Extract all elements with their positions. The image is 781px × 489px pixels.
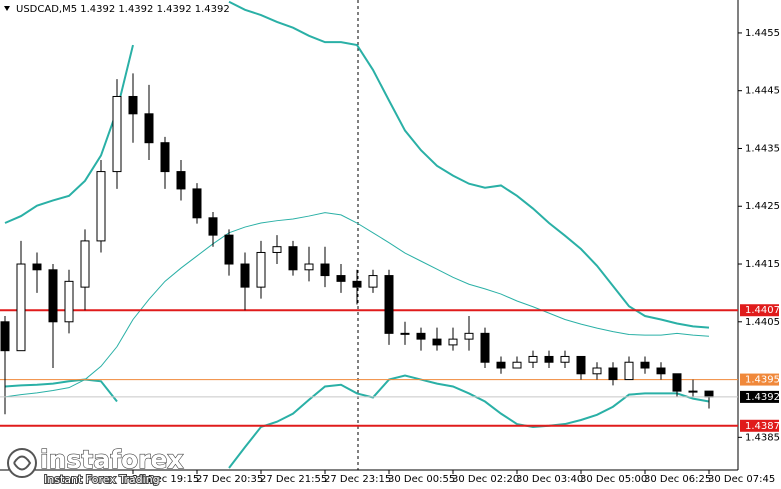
y-tick-label: 1.4385: [745, 432, 780, 443]
candle-body: [0, 321, 10, 352]
candle-body: [432, 338, 442, 346]
candle-body: [576, 355, 586, 375]
candle-body: [528, 355, 538, 363]
candle-body: [464, 332, 474, 340]
band-lower: [4, 374, 710, 469]
candle-body: [176, 171, 186, 190]
candle-body: [16, 263, 26, 352]
candle-body: [672, 373, 682, 392]
candle-body: [240, 263, 250, 288]
candle-body: [256, 251, 266, 288]
x-tick-label: 30 Dec 00:55: [388, 474, 455, 485]
candle-body: [448, 338, 458, 346]
x-tick-label: 27 Dec 23:15: [324, 474, 391, 485]
level-tag: [740, 419, 779, 432]
x-tick-label: 30 Dec 02:20: [452, 474, 519, 485]
candle-body: [112, 95, 122, 173]
level-label: 1.4395: [745, 375, 780, 386]
candle-body: [688, 390, 698, 393]
candle-body: [320, 263, 330, 277]
candle-body: [304, 263, 314, 271]
candle-body: [32, 263, 42, 271]
level-tag: [740, 304, 779, 317]
watermark-logo-mark: [13, 455, 32, 471]
candle-body: [128, 95, 138, 115]
candle-body: [144, 113, 154, 144]
candle-body: [656, 367, 666, 375]
candle-body: [624, 361, 634, 381]
candle-body: [272, 246, 282, 253]
candle-body: [416, 332, 426, 340]
price-tag: [740, 390, 779, 403]
candle-body: [400, 332, 410, 335]
candle-body: [336, 275, 346, 282]
candle-body: [384, 275, 394, 334]
candle-body: [80, 240, 90, 288]
plot-area: [0, 0, 738, 469]
candle-body: [704, 390, 714, 398]
price-label: 1.4392: [745, 392, 780, 403]
title-icon: [4, 6, 10, 11]
candle-body: [608, 367, 618, 381]
watermark-brand: instaforex: [40, 445, 184, 474]
candle-body: [160, 142, 170, 173]
y-tick-label: 1.4425: [745, 201, 780, 212]
candle-body: [48, 269, 58, 323]
watermark-tagline: Instant Forex Trading: [44, 473, 160, 486]
y-tick-label: 1.4405: [745, 317, 780, 328]
candle-body: [544, 355, 554, 363]
watermark-logo: [7, 448, 37, 478]
candle-body: [64, 280, 74, 323]
candle-body: [96, 171, 106, 242]
candle-body: [208, 217, 218, 236]
candle-body: [368, 275, 378, 288]
candle-body: [512, 361, 522, 369]
y-tick-label: 1.4455: [745, 28, 780, 39]
candle-body: [640, 361, 650, 369]
x-tick-label: 30 Dec 06:25: [644, 474, 711, 485]
x-tick-label: 27 Dec 19:15: [132, 474, 199, 485]
chart-title: USDCAD,M5 1.4392 1.4392 1.4392 1.4392: [16, 4, 230, 15]
x-tick-label: 30 Dec 05:00: [580, 474, 647, 485]
candle-body: [192, 188, 202, 219]
level-label: 1.4407: [745, 305, 780, 316]
level-tag: [740, 373, 779, 386]
watermark: instaforex Instant Forex Trading: [7, 444, 184, 487]
candle-body: [352, 280, 362, 288]
y-tick-label: 1.4445: [745, 86, 780, 97]
y-tick-label: 1.4435: [745, 143, 780, 154]
y-tick-label: 1.4415: [745, 259, 780, 270]
band-middle: [4, 212, 710, 398]
band-upper: [4, 0, 710, 329]
x-tick-label: 30 Dec 07:45: [708, 474, 775, 485]
candle-body: [560, 355, 570, 363]
candle-body: [480, 332, 490, 363]
candle-body: [496, 361, 506, 369]
x-tick-label: 27 Dec 21:55: [260, 474, 327, 485]
x-tick-label: 30 Dec 03:40: [516, 474, 583, 485]
x-tick-label: 27 Dec 20:35: [196, 474, 263, 485]
level-label: 1.4387: [745, 421, 780, 432]
candle-body: [288, 246, 298, 271]
candle-body: [592, 367, 602, 375]
candle-body: [224, 234, 234, 265]
